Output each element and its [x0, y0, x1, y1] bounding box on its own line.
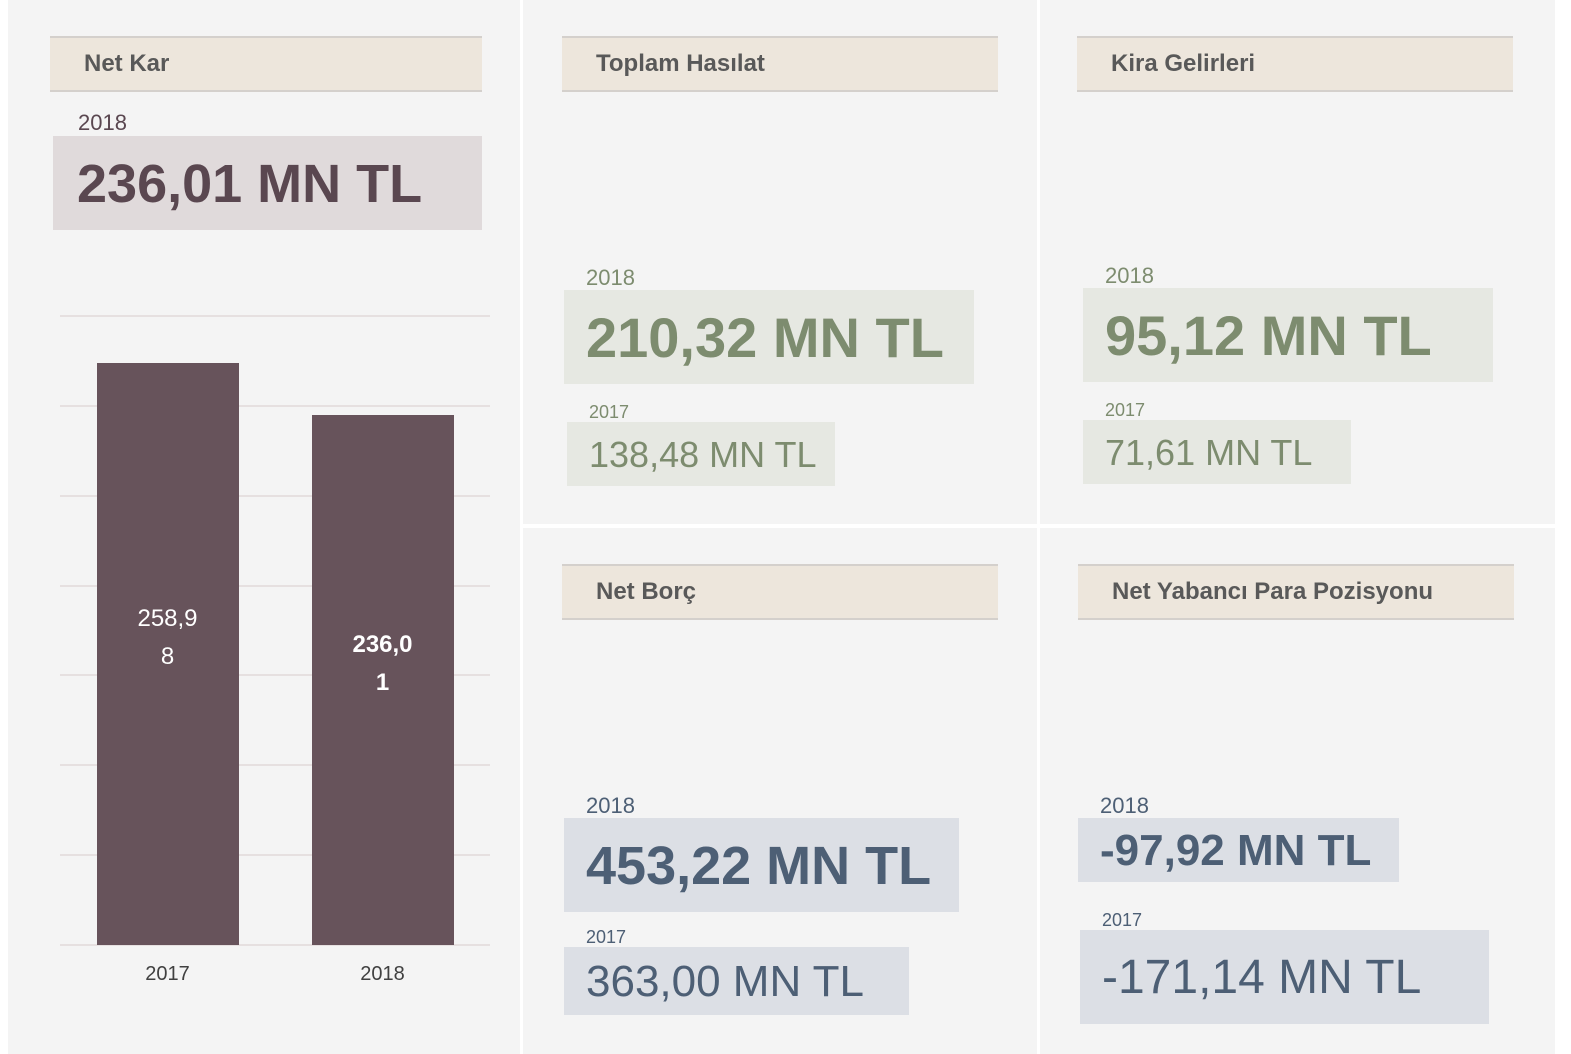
- previous-value: 138,48 MN TL: [567, 422, 835, 486]
- current-value: 95,12 MN TL: [1083, 288, 1493, 382]
- grid-line: [60, 944, 490, 946]
- current-value: 210,32 MN TL: [564, 290, 974, 384]
- grid-line: [60, 674, 490, 677]
- bar-chart: 2017 258,98 2018 236,01: [60, 300, 490, 1000]
- year-label: 2017: [1102, 910, 1143, 930]
- previous-value: 363,00 MN TL: [564, 947, 909, 1015]
- year-label: 2018: [78, 110, 127, 135]
- year-label: 2018: [586, 265, 635, 290]
- grid-line: [60, 315, 490, 317]
- bar: [96, 363, 239, 945]
- x-tick-label: 2018: [360, 963, 405, 985]
- card-title: Kira Gelirleri: [1077, 36, 1513, 92]
- grid-line: [60, 404, 490, 407]
- card-title: Toplam Hasılat: [562, 36, 998, 92]
- grid-line: [60, 494, 490, 497]
- previous-value: -171,14 MN TL: [1080, 930, 1489, 1024]
- year-label: 2018: [1105, 263, 1154, 288]
- value-box: 236,01 MN TL: [53, 136, 482, 230]
- year-label: 2017: [586, 927, 627, 947]
- card-title: Net Borç: [562, 564, 998, 620]
- bar: [311, 414, 454, 945]
- data-label: 236,01: [352, 630, 413, 696]
- grid-line: [60, 854, 490, 857]
- x-tick-label: 2017: [145, 963, 190, 985]
- year-label: 2017: [1105, 400, 1146, 420]
- current-value: -97,92 MN TL: [1078, 818, 1399, 882]
- card-title: Net Yabancı Para Pozisyonu: [1078, 564, 1514, 620]
- year-label: 2018: [1100, 793, 1149, 818]
- year-label: 2018: [586, 793, 635, 818]
- panel-title: Net Kar: [50, 36, 482, 92]
- grid-line: [60, 764, 490, 767]
- grid-line: [60, 584, 490, 587]
- net-kar-panel: Net Kar 2018 236,01 MN TL 2017 258,98 2018…: [8, 0, 520, 1054]
- data-label: 258,98: [137, 605, 198, 671]
- current-value: 453,22 MN TL: [564, 818, 959, 912]
- previous-value: 71,61 MN TL: [1083, 420, 1351, 484]
- year-label: 2017: [589, 402, 630, 422]
